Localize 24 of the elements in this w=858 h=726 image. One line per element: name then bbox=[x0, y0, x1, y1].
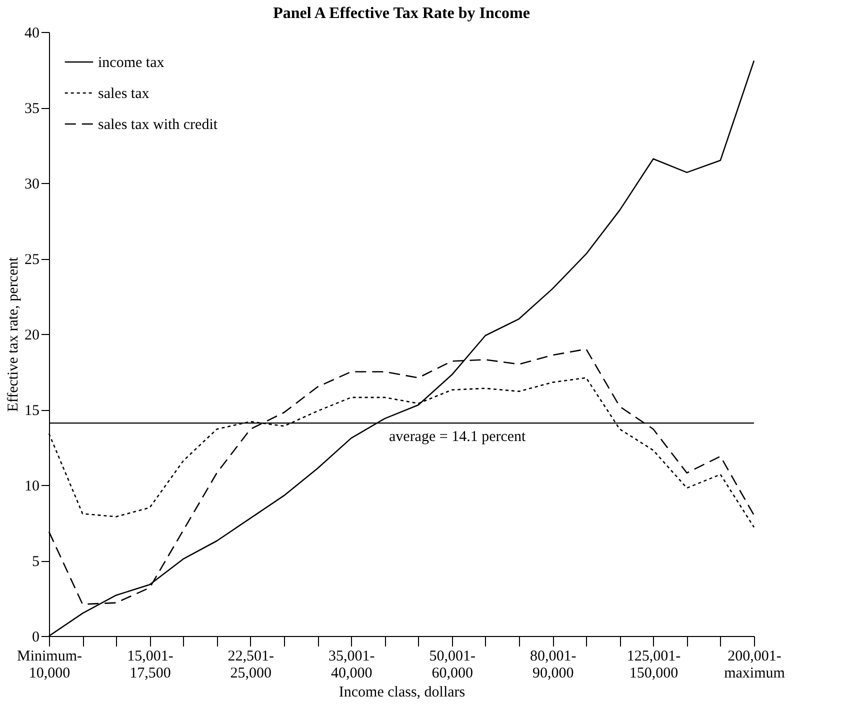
y-tick-label: 20 bbox=[24, 328, 40, 344]
chart-title: Panel A Effective Tax Rate by Income bbox=[273, 5, 530, 22]
legend-label: sales tax with credit bbox=[98, 117, 218, 133]
y-tick-label: 30 bbox=[24, 176, 40, 192]
x-tick-label: 22,501- 25,000 bbox=[228, 648, 274, 682]
y-tick-label: 15 bbox=[24, 403, 40, 419]
legend-label: income tax bbox=[98, 55, 165, 71]
x-axis-title: Income class, dollars bbox=[338, 684, 466, 700]
x-tick-label: Minimum- 10,000 bbox=[16, 648, 82, 682]
x-tick-label: 125,001- 150,000 bbox=[626, 648, 681, 682]
x-tick-label: 35,001- 40,000 bbox=[328, 648, 375, 682]
ref-line-label: average = 14.1 percent bbox=[389, 429, 527, 446]
y-tick-label: 0 bbox=[32, 630, 40, 646]
x-tick-label: 15,001- 17,500 bbox=[127, 648, 174, 682]
y-tick-label: 10 bbox=[24, 478, 40, 494]
y-tick-label: 40 bbox=[24, 26, 40, 42]
y-tick-label: 25 bbox=[24, 252, 40, 268]
legend-label: sales tax bbox=[98, 86, 150, 102]
x-tick-label: 50,001- 60,000 bbox=[429, 648, 476, 682]
y-axis-title: Effective tax rate, percent bbox=[6, 256, 22, 412]
x-tick-label: 200,001- maximum bbox=[724, 648, 786, 682]
y-tick-label: 5 bbox=[32, 554, 40, 570]
x-tick-label: 80,001- 90,000 bbox=[530, 648, 576, 682]
y-tick-label: 35 bbox=[24, 101, 40, 117]
